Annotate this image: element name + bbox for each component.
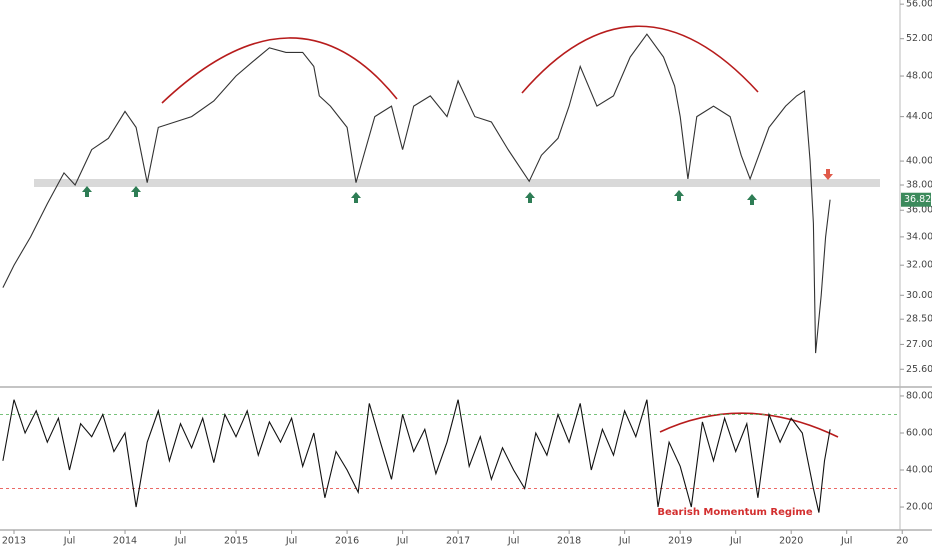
y-tick-label: 25.60	[906, 364, 932, 375]
x-tick-label: 2019	[668, 536, 692, 547]
y-tick-label: 40.00	[906, 156, 932, 167]
y-tick-label: 56.00	[906, 0, 932, 10]
x-tick-label: 2013	[2, 536, 26, 547]
support-arrows	[82, 186, 757, 205]
y-tick-label: 60.00	[906, 427, 932, 438]
x-tick-label: Jul	[729, 536, 741, 547]
x-tick-label: Jul	[396, 536, 408, 547]
x-tick-label: 2020	[779, 536, 803, 547]
last-value-label: 36.82	[904, 194, 931, 205]
y-tick-label: 38.00	[906, 180, 932, 191]
y-tick-label: 20.00	[906, 502, 932, 513]
up-arrow	[82, 186, 92, 197]
x-tick-label: Jul	[507, 536, 519, 547]
up-arrow	[351, 192, 361, 203]
y-tick-label: 28.50	[906, 314, 932, 325]
series-line	[2, 399, 831, 513]
x-tick-label: Jul	[63, 536, 75, 547]
y-tick-label: 36.00	[906, 205, 932, 216]
y-tick-label: 52.00	[906, 33, 932, 44]
y-tick-label: 40.00	[906, 465, 932, 476]
up-arrow	[747, 194, 757, 205]
up-arrow	[525, 192, 535, 203]
top-arc	[521, 25, 759, 94]
y-tick-label: 34.00	[906, 231, 932, 242]
x-tick-label: 2016	[335, 536, 359, 547]
x-tick-label: 2015	[224, 536, 248, 547]
down-arrow	[823, 169, 833, 180]
x-tick-label: 20	[896, 536, 908, 547]
y-tick-label: 80.00	[906, 390, 932, 401]
x-tick-label: Jul	[840, 536, 852, 547]
y-tick-label: 44.00	[906, 111, 932, 122]
x-tick-label: Jul	[618, 536, 630, 547]
top-arc	[161, 37, 398, 104]
y-tick-label: 27.00	[906, 339, 932, 350]
x-tick-label: 2018	[557, 536, 581, 547]
y-tick-label: 32.00	[906, 260, 932, 271]
support-zone	[34, 179, 880, 187]
x-tick-label: 2014	[113, 536, 137, 547]
rsi-arc	[659, 412, 839, 438]
x-tick-label: 2017	[446, 536, 470, 547]
up-arrow	[674, 190, 684, 201]
y-tick-label: 48.00	[906, 71, 932, 82]
x-tick-label: Jul	[285, 536, 297, 547]
last-value-box	[901, 192, 931, 207]
x-tick-label: Jul	[174, 536, 186, 547]
y-tick-label: 30.00	[906, 290, 932, 301]
series-line	[2, 33, 831, 354]
annotation: Bearish Momentum Regime	[657, 507, 812, 518]
up-arrow	[131, 186, 141, 197]
